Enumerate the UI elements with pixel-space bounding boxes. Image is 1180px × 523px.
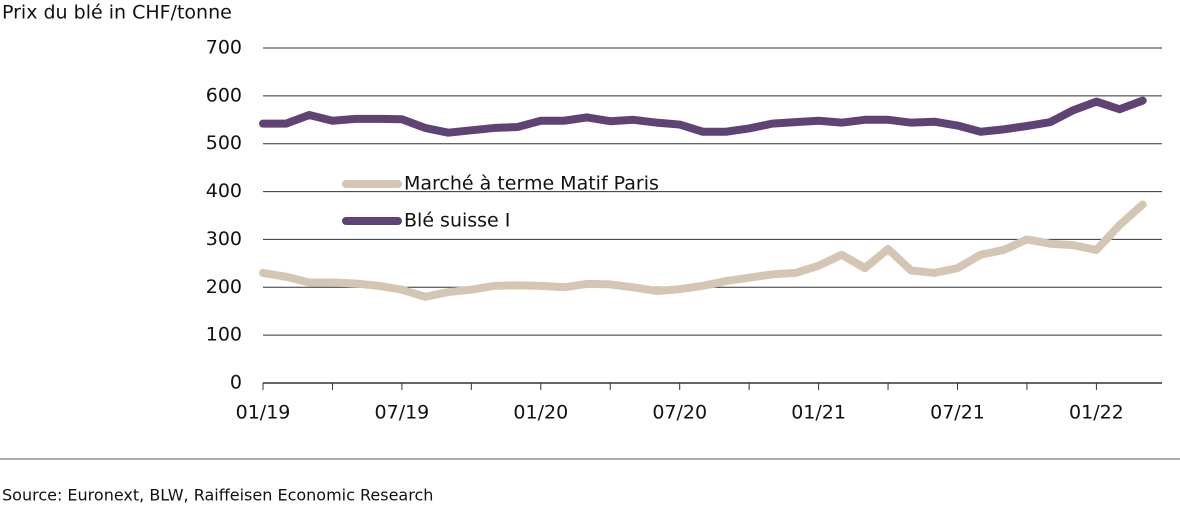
x-tick-label: 01/22 <box>1069 402 1124 424</box>
x-tick-label: 01/20 <box>513 402 568 424</box>
source-note: Source: Euronext, BLW, Raiffeisen Econom… <box>2 486 433 505</box>
y-tick-label: 100 <box>206 324 242 346</box>
legend-label: Blé suisse I <box>404 210 510 232</box>
chart-title: Prix du blé in CHF/tonne <box>2 2 232 24</box>
y-tick-label: 500 <box>206 132 242 154</box>
series-line <box>259 200 1147 301</box>
y-tick-label: 0 <box>230 372 242 394</box>
series-line <box>259 96 1147 137</box>
x-tick-label: 07/20 <box>652 402 707 424</box>
x-tick-label: 01/21 <box>791 402 846 424</box>
x-tick-label: 07/21 <box>930 402 985 424</box>
x-tick-label: 07/19 <box>375 402 430 424</box>
legend-label: Marché à terme Matif Paris <box>404 173 659 195</box>
y-tick-label: 200 <box>206 276 242 298</box>
y-tick-label: 600 <box>206 84 242 106</box>
x-tick-label: 01/19 <box>236 402 291 424</box>
y-tick-label: 300 <box>206 228 242 250</box>
y-tick-label: 700 <box>206 37 242 59</box>
y-tick-label: 400 <box>206 180 242 202</box>
